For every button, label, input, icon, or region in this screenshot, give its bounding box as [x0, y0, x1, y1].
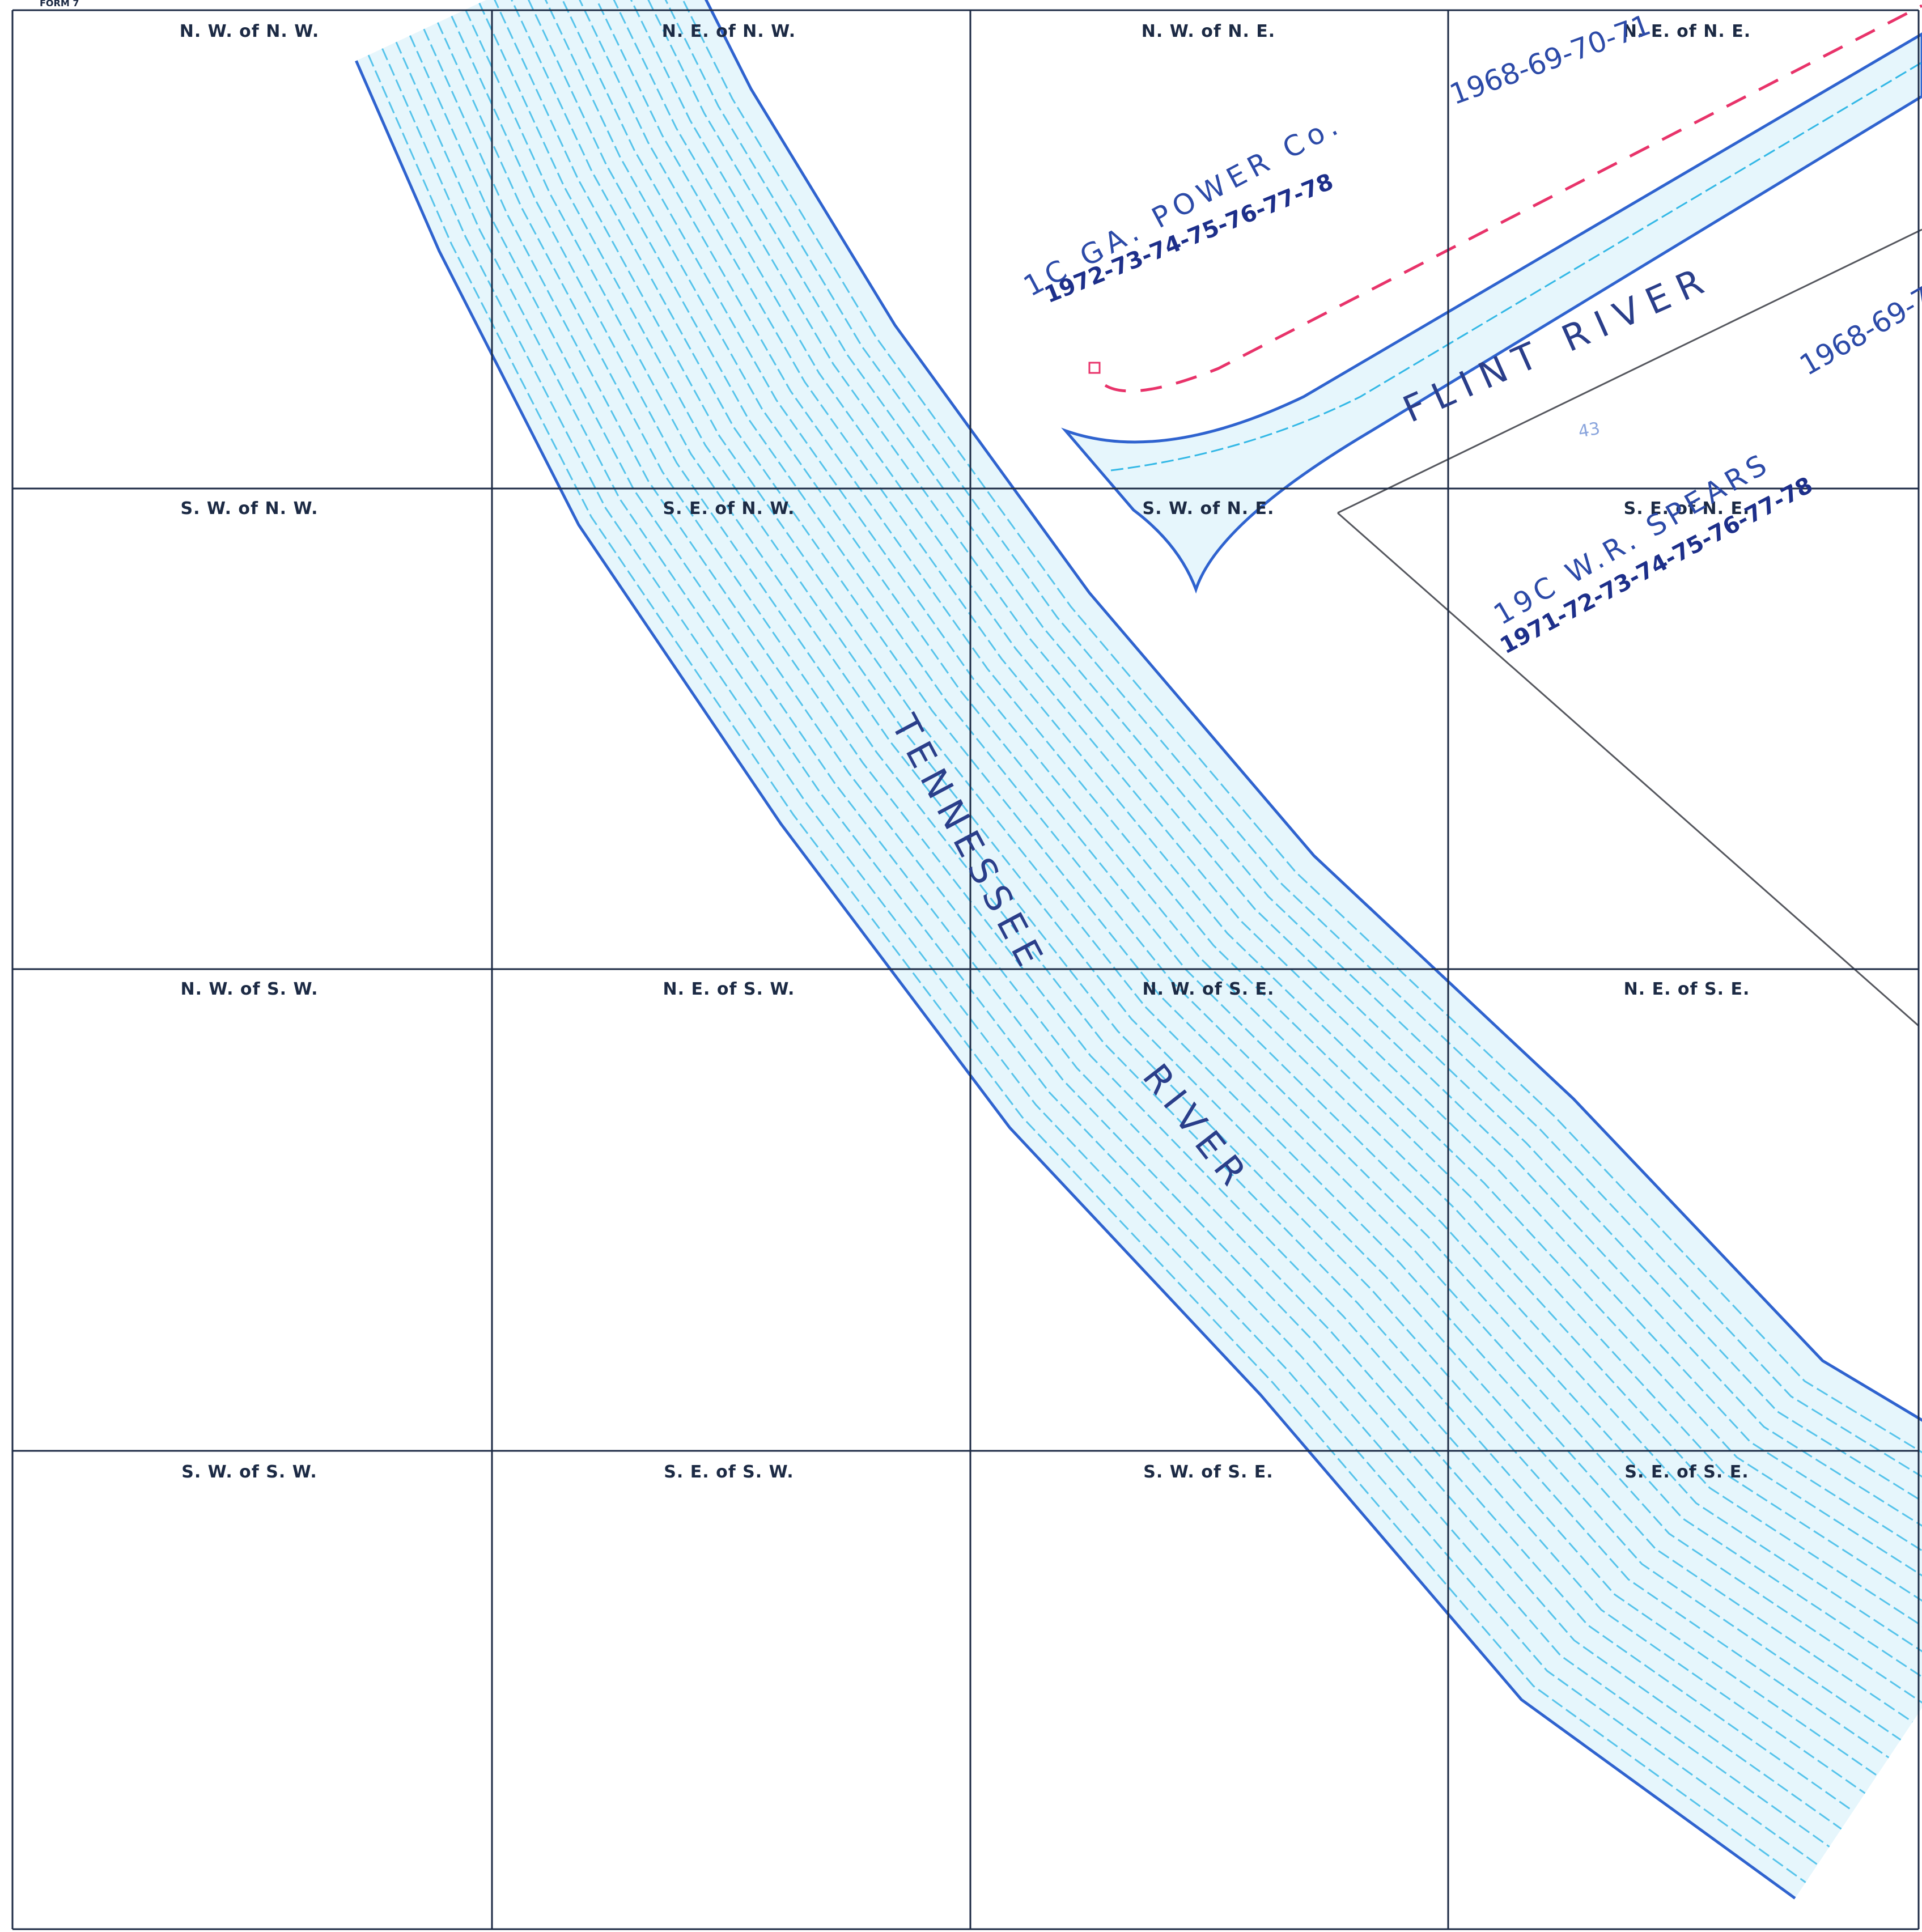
- boundary-marker: [1088, 362, 1101, 374]
- cell-label-nw-of-se: N. W. of S. E.: [1142, 979, 1275, 999]
- river-wave-line: [682, 0, 1922, 1454]
- cell-label-nw-of-nw: N. W. of N. W.: [179, 22, 320, 41]
- river-wave-line: [664, 0, 1922, 1478]
- cell-label-se-of-ne: S. E. of N. E.: [1623, 499, 1750, 519]
- river-wave-line: [647, 0, 1922, 1502]
- river-wave-line: [451, 15, 1878, 1777]
- river-wave-line: [423, 28, 1854, 1812]
- river-wave-line: [409, 35, 1842, 1830]
- cell-label-sw-of-se: S. W. of S. E.: [1143, 1462, 1274, 1482]
- property-boundary-dashed: [1104, 4, 1922, 393]
- tennessee-river-fill: [356, 0, 1922, 1899]
- cell-label-sw-of-ne: S. W. of N. E.: [1142, 499, 1275, 519]
- cell-label-se-of-sw: S. E. of S. W.: [664, 1462, 794, 1482]
- river-wave-line: [596, 0, 1922, 1577]
- flint-river-wave: [1110, 61, 1922, 472]
- river-wave-line: [613, 0, 1922, 1552]
- cell-label-sw-of-sw: S. W. of S. W.: [181, 1462, 317, 1482]
- river-wave-line: [381, 48, 1818, 1866]
- cell-label-ne-of-sw: N. E. of S. W.: [663, 979, 795, 999]
- cell-label-ne-of-se: N. E. of S. E.: [1623, 979, 1750, 999]
- river-wave-line: [561, 0, 1922, 1627]
- cell-label-ne-of-nw: N. E. of N. W.: [661, 22, 796, 41]
- river-wave-line: [494, 0, 1913, 1723]
- flint-river: [1061, 32, 1922, 594]
- tennessee-river-east-bank: [705, 0, 1922, 1422]
- river-wave-line: [579, 0, 1922, 1602]
- river-wave-line: [511, 0, 1922, 1704]
- cell-label-nw-of-ne: N. W. of N. E.: [1141, 22, 1276, 41]
- property-line-north: [1337, 228, 1922, 514]
- river-wave-line: [395, 41, 1830, 1848]
- faint-number: 43: [1576, 418, 1602, 442]
- river-wave-line: [478, 2, 1902, 1741]
- river-wave-line: [544, 0, 1922, 1653]
- river-wave-line: [367, 54, 1806, 1883]
- river-wave-line: [436, 22, 1866, 1794]
- cell-label-se-of-se: S. E. of S. E.: [1624, 1462, 1749, 1482]
- cell-label-se-of-nw: S. E. of N. W.: [663, 499, 795, 519]
- cell-label-nw-of-sw: N. W. of S. W.: [180, 979, 319, 999]
- property-line-south: [1337, 512, 1919, 1027]
- cell-label-sw-of-nw: S. W. of N. W.: [180, 499, 319, 519]
- form-header: FORM 7: [40, 0, 79, 9]
- river-wave-line: [630, 0, 1922, 1527]
- tennessee-river-west-bank: [355, 60, 1796, 1900]
- river-wave-line: [527, 0, 1922, 1678]
- cell-label-ne-of-ne: N. E. of N. E.: [1622, 22, 1751, 41]
